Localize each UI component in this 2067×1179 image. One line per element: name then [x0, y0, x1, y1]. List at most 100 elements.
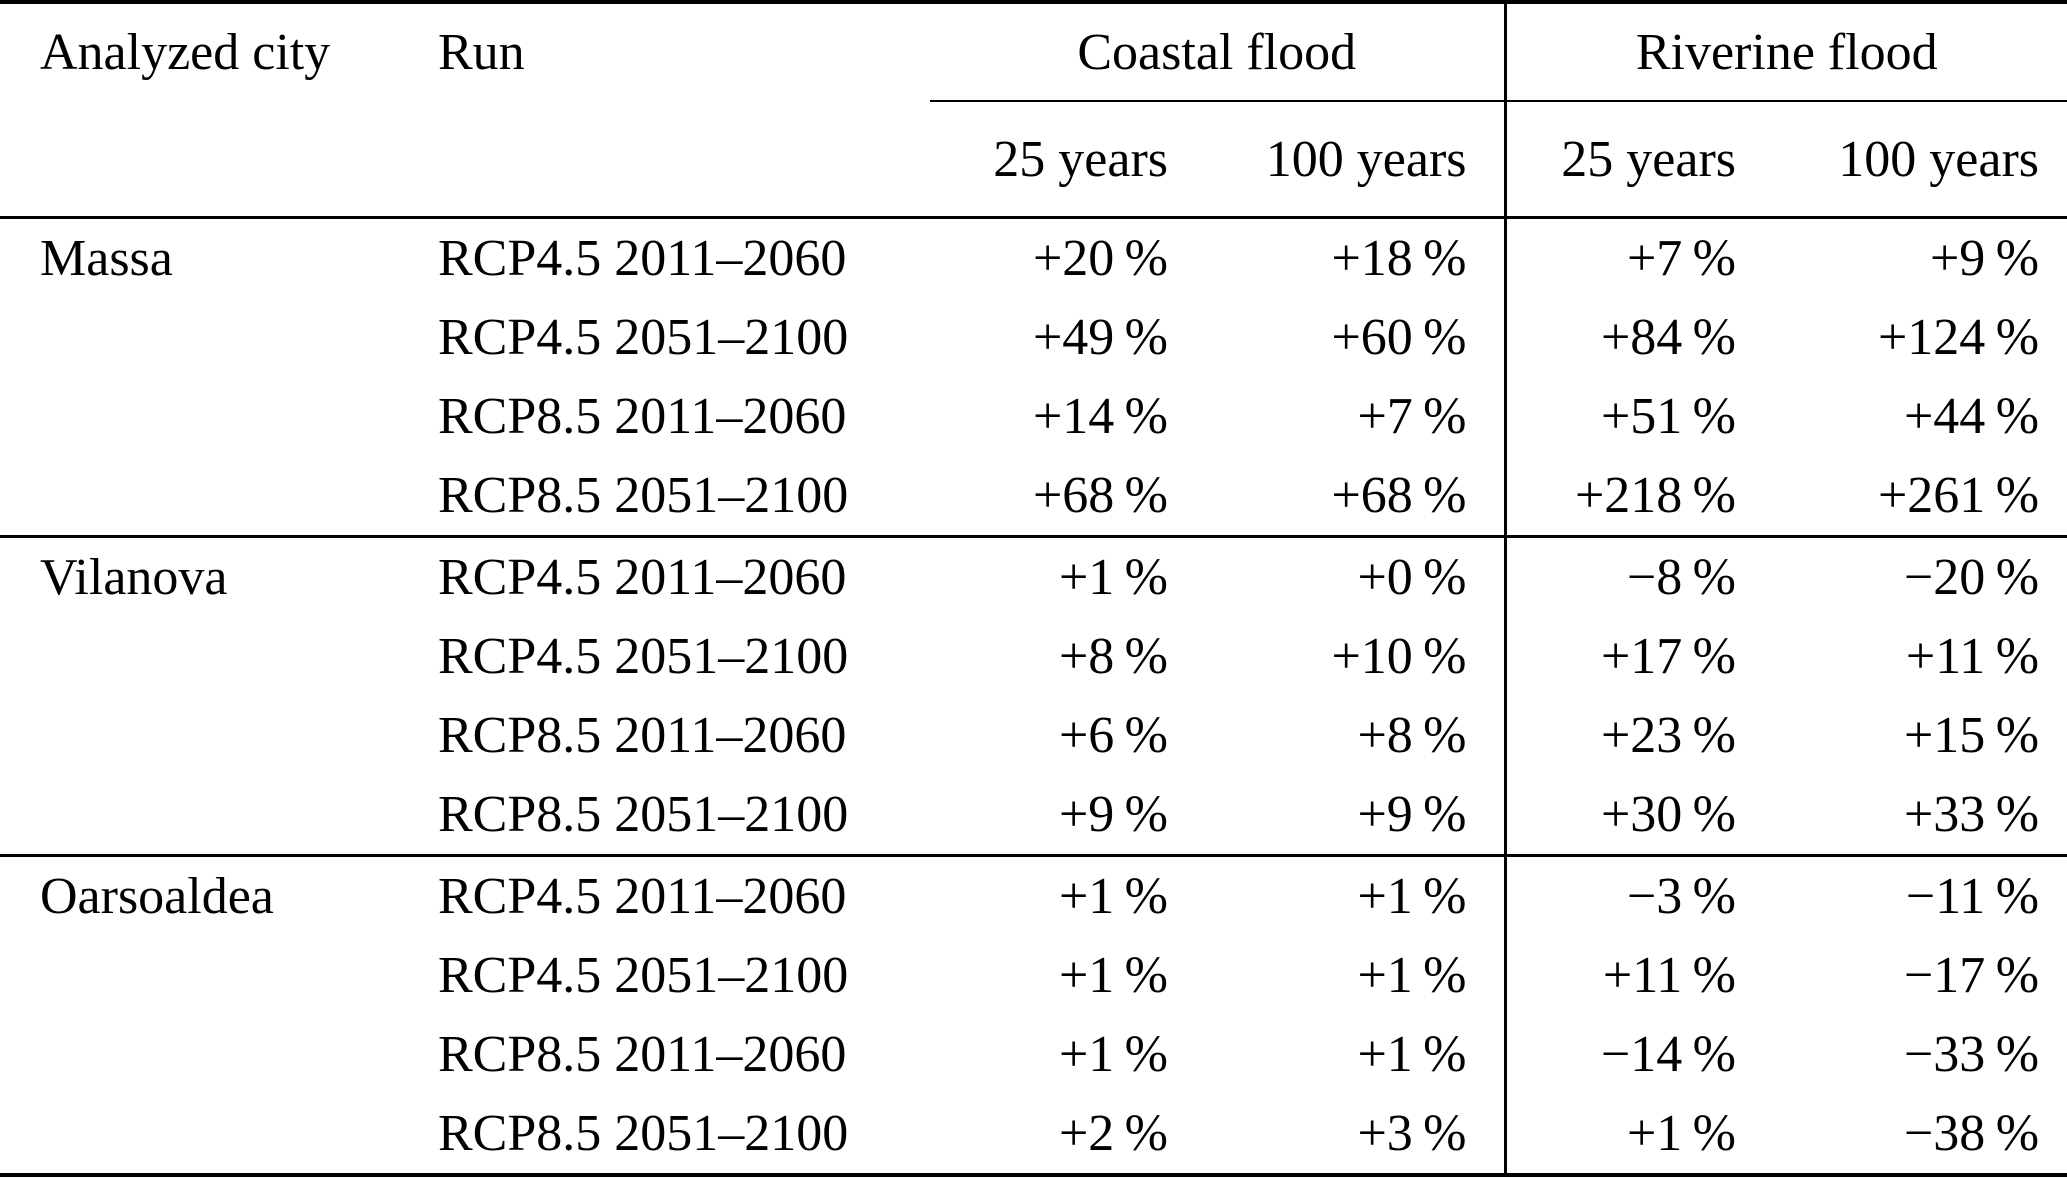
value-cell-riverine-100: −11 % [1736, 854, 2067, 936]
value-cell-riverine-25: +30 % [1503, 775, 1736, 856]
value-cell-coastal-25: +9 % [1058, 786, 1168, 843]
value-cell-coastal-100: +8 % [1357, 707, 1467, 764]
value-cell-coastal-25: +2 % [1058, 1105, 1168, 1162]
city-cell: Vilanova [0, 535, 438, 617]
value-cell-coastal-100: +68 % [1331, 467, 1467, 524]
table-row: RCP8.5 2051–2100 +68 % +68 % +218 % +261… [0, 456, 2067, 537]
group-header-row: Analyzed city Run Coastal flood Riverine… [0, 2, 2067, 102]
run-cell: RCP8.5 2051–2100 [438, 1105, 849, 1162]
run-cell: RCP4.5 2011–2060 [438, 230, 847, 287]
table-row: RCP8.5 2011–2060 +6 % +8 % +23 % +15 % [0, 696, 2067, 775]
value-cell-coastal-100: +18 % [1331, 230, 1467, 287]
value-cell-coastal-25: +1 % [930, 854, 1168, 936]
value-cell-riverine-100: +33 % [1903, 786, 2040, 843]
table-header: Analyzed city Run Coastal flood Riverine… [0, 2, 2067, 219]
subheader-riverine-25-years: 25 years [1503, 101, 1736, 219]
value-cell-coastal-100: +60 % [1331, 309, 1467, 366]
value-cell-coastal-25: +1 % [1058, 1026, 1168, 1083]
run-cell: RCP8.5 2011–2060 [438, 707, 847, 764]
empty-header-cell [0, 101, 438, 219]
table-row: RCP8.5 2011–2060 +14 % +7 % +51 % +44 % [0, 377, 2067, 456]
table-row: RCP8.5 2051–2100 +2 % +3 % +1 % −38 % [0, 1094, 2067, 1175]
sub-header-row: 25 years 100 years 25 years 100 years [0, 101, 2067, 219]
table-row: RCP8.5 2011–2060 +1 % +1 % −14 % −33 % [0, 1015, 2067, 1094]
value-cell-coastal-25: +6 % [1058, 707, 1168, 764]
run-cell: RCP8.5 2051–2100 [438, 786, 849, 843]
value-cell-coastal-25: +14 % [1032, 388, 1168, 445]
table-row: Vilanova RCP4.5 2011–2060 +1 % +0 % −8 %… [0, 535, 2067, 617]
value-cell-riverine-25: +51 % [1503, 377, 1736, 456]
city-cell-empty [0, 456, 438, 537]
city-cell-empty [0, 298, 438, 377]
value-cell-coastal-25: +1 % [930, 535, 1168, 617]
empty-header-cell [438, 101, 930, 219]
city-cell: Oarsoaldea [0, 854, 438, 936]
city-cell-empty [0, 775, 438, 856]
city-cell-empty [0, 1094, 438, 1175]
subheader-coastal-25-years: 25 years [930, 101, 1168, 219]
value-cell-coastal-100: +10 % [1331, 628, 1467, 685]
value-cell-riverine-25: −14 % [1503, 1015, 1736, 1094]
value-cell-riverine-100: −17 % [1903, 947, 2040, 1004]
value-cell-coastal-25: +68 % [1032, 467, 1168, 524]
run-cell: RCP8.5 2011–2060 [438, 388, 847, 445]
city-cell-empty [0, 617, 438, 696]
value-cell-riverine-100: −33 % [1903, 1026, 2040, 1083]
value-cell-riverine-100: +124 % [1877, 309, 2040, 366]
value-cell-coastal-100: +1 % [1357, 1026, 1467, 1083]
city-cell-empty [0, 936, 438, 1015]
group-header-coastal-flood: Coastal flood [930, 2, 1505, 102]
value-cell-coastal-100: +1 % [1168, 854, 1505, 936]
block-vilanova: Vilanova RCP4.5 2011–2060 +1 % +0 % −8 %… [0, 535, 2067, 856]
city-cell-empty [0, 1015, 438, 1094]
value-cell-riverine-25: +218 % [1503, 456, 1736, 537]
city-cell: Massa [40, 230, 173, 287]
value-cell-riverine-100: +261 % [1877, 467, 2040, 524]
table-row: RCP4.5 2051–2100 +8 % +10 % +17 % +11 % [0, 617, 2067, 696]
value-cell-coastal-100: +7 % [1357, 388, 1467, 445]
run-cell: RCP8.5 2051–2100 [438, 467, 849, 524]
subheader-riverine-100-years: 100 years [1736, 101, 2067, 219]
group-header-riverine-flood: Riverine flood [1503, 2, 2067, 102]
block-oarsoaldea: Oarsoaldea RCP4.5 2011–2060 +1 % +1 % −3… [0, 854, 2067, 1175]
value-cell-riverine-100: −38 % [1903, 1105, 2040, 1162]
value-cell-coastal-100: +9 % [1357, 786, 1467, 843]
value-cell-coastal-25: +20 % [1032, 230, 1168, 287]
value-cell-riverine-25: −3 % [1503, 854, 1736, 936]
run-cell: RCP4.5 2051–2100 [438, 628, 849, 685]
value-cell-riverine-25: +23 % [1503, 696, 1736, 775]
table-row: Massa RCP4.5 2011–2060 +20 % +18 % +7 % … [0, 217, 2067, 298]
value-cell-riverine-25: +84 % [1503, 298, 1736, 377]
value-cell-riverine-100: +44 % [1903, 388, 2040, 445]
value-cell-coastal-25: +1 % [1058, 947, 1168, 1004]
run-cell: RCP4.5 2011–2060 [438, 854, 930, 936]
value-cell-riverine-100: +9 % [1929, 230, 2040, 287]
run-cell: RCP4.5 2011–2060 [438, 535, 930, 617]
value-cell-coastal-25: +8 % [1058, 628, 1168, 685]
value-cell-coastal-25: +49 % [1032, 309, 1168, 366]
run-cell: RCP8.5 2011–2060 [438, 1026, 847, 1083]
table-row: Oarsoaldea RCP4.5 2011–2060 +1 % +1 % −3… [0, 854, 2067, 936]
value-cell-coastal-100: +0 % [1168, 535, 1505, 617]
value-cell-coastal-100: +3 % [1357, 1105, 1467, 1162]
value-cell-riverine-25: +1 % [1503, 1094, 1736, 1175]
value-cell-riverine-100: −20 % [1736, 535, 2067, 617]
value-cell-riverine-25: +11 % [1503, 936, 1736, 1015]
table-row: RCP4.5 2051–2100 +49 % +60 % +84 % +124 … [0, 298, 2067, 377]
table-row: RCP4.5 2051–2100 +1 % +1 % +11 % −17 % [0, 936, 2067, 1015]
block-massa: Massa RCP4.5 2011–2060 +20 % +18 % +7 % … [0, 217, 2067, 537]
value-cell-coastal-100: +1 % [1357, 947, 1467, 1004]
city-cell-empty [0, 377, 438, 456]
col-header-analyzed-city: Analyzed city [40, 24, 331, 81]
city-cell-empty [0, 696, 438, 775]
col-header-run: Run [438, 24, 525, 81]
run-cell: RCP4.5 2051–2100 [438, 309, 849, 366]
table-row: RCP8.5 2051–2100 +9 % +9 % +30 % +33 % [0, 775, 2067, 856]
value-cell-riverine-25: +17 % [1503, 617, 1736, 696]
run-cell: RCP4.5 2051–2100 [438, 947, 849, 1004]
value-cell-riverine-25: +7 % [1503, 217, 1736, 298]
value-cell-riverine-25: −8 % [1503, 535, 1736, 617]
subheader-coastal-100-years: 100 years [1168, 101, 1505, 219]
